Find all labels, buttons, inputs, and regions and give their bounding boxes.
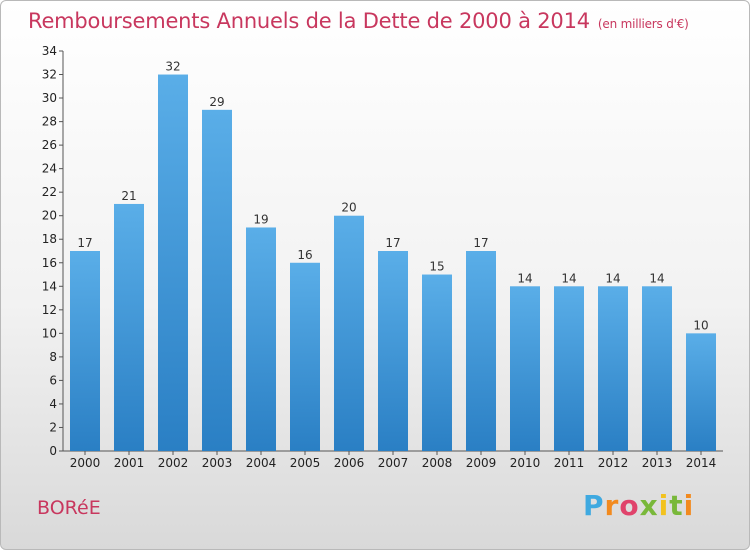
bar xyxy=(422,274,452,451)
x-tick-label: 2010 xyxy=(510,456,541,470)
y-tick-label: 12 xyxy=(42,303,57,317)
bar-value-label: 16 xyxy=(297,248,312,262)
y-tick-label: 10 xyxy=(42,326,57,340)
bar xyxy=(70,251,100,451)
chart-title-text: Remboursements Annuels de la Dette de 20… xyxy=(28,9,590,33)
y-tick-label: 32 xyxy=(42,68,57,82)
bar-value-label: 14 xyxy=(649,271,664,285)
x-tick-label: 2008 xyxy=(422,456,453,470)
logo-letter: i xyxy=(683,489,695,522)
bar-value-label: 10 xyxy=(693,318,708,332)
bar xyxy=(202,109,232,451)
logo-letter: x xyxy=(639,489,659,522)
y-tick-label: 26 xyxy=(42,138,57,152)
y-tick-label: 6 xyxy=(49,373,57,387)
y-tick-label: 20 xyxy=(42,209,57,223)
bar xyxy=(642,286,672,451)
x-tick-label: 2014 xyxy=(686,456,717,470)
bar-value-label: 29 xyxy=(209,95,224,109)
bar xyxy=(466,251,496,451)
bar xyxy=(378,251,408,451)
bar-value-label: 17 xyxy=(473,236,488,250)
y-tick-label: 28 xyxy=(42,115,57,129)
bar xyxy=(686,333,716,451)
logo-letter: o xyxy=(619,489,640,522)
y-tick-label: 4 xyxy=(49,397,57,411)
bar-value-label: 14 xyxy=(517,271,532,285)
x-tick-label: 2013 xyxy=(642,456,673,470)
bar-value-label: 17 xyxy=(77,236,92,250)
x-tick-label: 2006 xyxy=(334,456,365,470)
x-tick-label: 2012 xyxy=(598,456,629,470)
logo-letter: r xyxy=(604,489,620,522)
bar-value-label: 15 xyxy=(429,260,444,274)
chart-title: Remboursements Annuels de la Dette de 20… xyxy=(28,9,689,33)
commune-name: BORéE xyxy=(37,497,101,519)
bar xyxy=(290,262,320,451)
chart-subtitle: (en milliers d'€) xyxy=(597,17,689,31)
x-tick-label: 2009 xyxy=(466,456,497,470)
y-tick-label: 24 xyxy=(42,162,57,176)
x-tick-label: 2003 xyxy=(202,456,233,470)
bar-value-label: 19 xyxy=(253,212,268,226)
bar xyxy=(334,215,364,451)
y-tick-label: 14 xyxy=(42,279,57,293)
bar-value-label: 32 xyxy=(165,60,180,74)
x-tick-label: 2005 xyxy=(290,456,321,470)
y-tick-label: 0 xyxy=(49,444,57,458)
x-tick-label: 2000 xyxy=(70,456,101,470)
x-tick-label: 2007 xyxy=(378,456,409,470)
bar xyxy=(114,203,144,451)
logo-letter: i xyxy=(658,489,670,522)
bar xyxy=(598,286,628,451)
bar-value-label: 17 xyxy=(385,236,400,250)
x-tick-label: 2002 xyxy=(158,456,189,470)
logo-letter: P xyxy=(583,489,605,522)
bar-value-label: 14 xyxy=(561,271,576,285)
x-tick-label: 2001 xyxy=(114,456,145,470)
y-tick-label: 34 xyxy=(42,44,57,58)
x-tick-label: 2011 xyxy=(554,456,585,470)
proxiti-logo: Proxiti xyxy=(583,489,694,522)
bar xyxy=(246,227,276,451)
x-tick-label: 2004 xyxy=(246,456,277,470)
y-tick-label: 16 xyxy=(42,256,57,270)
bar xyxy=(510,286,540,451)
y-tick-label: 18 xyxy=(42,232,57,246)
bar-value-label: 21 xyxy=(121,189,136,203)
y-tick-label: 30 xyxy=(42,91,57,105)
bar-value-label: 20 xyxy=(341,201,356,215)
bar-value-label: 14 xyxy=(605,271,620,285)
logo-letter: t xyxy=(669,489,684,522)
bar xyxy=(158,74,188,451)
y-tick-label: 8 xyxy=(49,350,57,364)
bar xyxy=(554,286,584,451)
y-tick-label: 22 xyxy=(42,185,57,199)
y-tick-label: 2 xyxy=(49,420,57,434)
